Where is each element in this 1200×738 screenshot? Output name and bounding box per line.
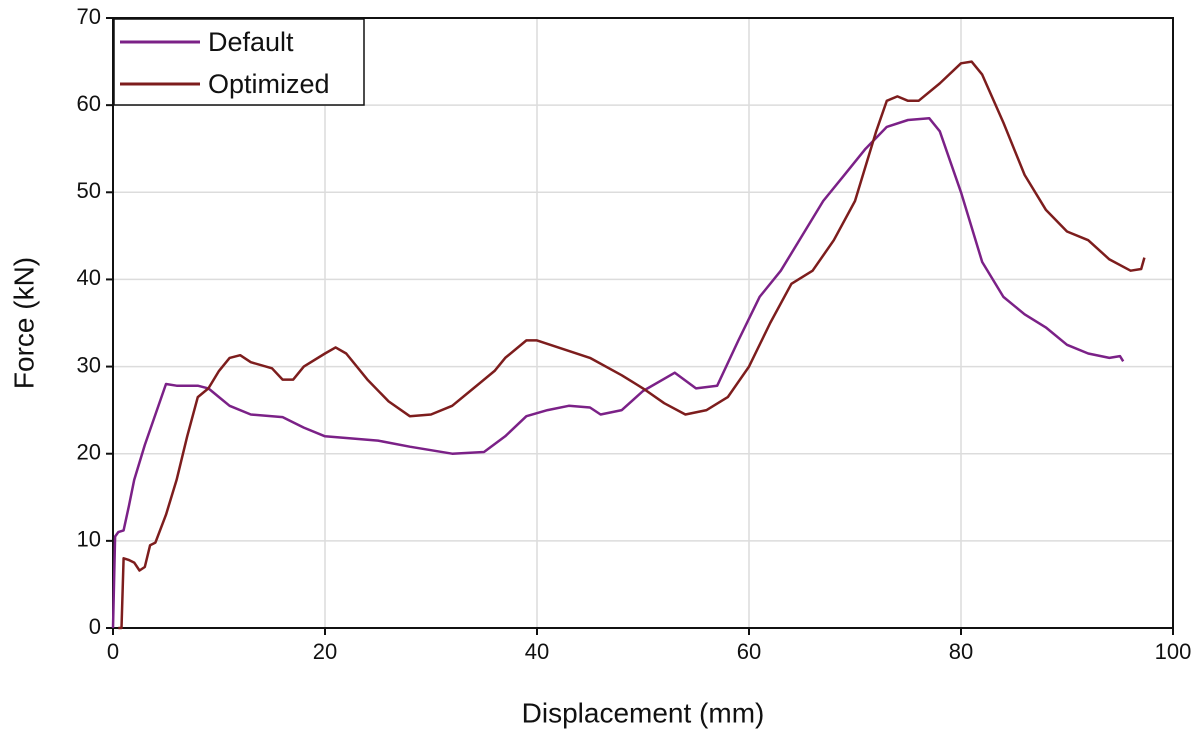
y-tick-label: 50: [77, 178, 101, 203]
y-tick-label: 70: [77, 4, 101, 29]
legend-box: [113, 18, 365, 106]
legend-text: Default: [208, 27, 294, 57]
y-axis-title: Force (kN): [8, 257, 39, 389]
x-tick-label: 100: [1155, 639, 1192, 664]
y-tick-label: 20: [77, 440, 101, 465]
y-tick-label: 40: [77, 265, 101, 290]
y-tick-label: 10: [77, 527, 101, 552]
x-tick-label: 60: [737, 639, 761, 664]
x-tick-label: 80: [949, 639, 973, 664]
x-axis-title: Displacement (mm): [522, 697, 765, 728]
y-tick-label: 0: [89, 614, 101, 639]
plot-frame: [112, 17, 1174, 629]
data-line: [118, 60, 1146, 630]
y-tick-label: 30: [77, 352, 101, 377]
x-tick-label: 0: [107, 639, 119, 664]
x-tick-label: 40: [525, 639, 549, 664]
y-tick-label: 60: [77, 91, 101, 116]
data-line: [111, 116, 1125, 629]
x-tick-label: 20: [313, 639, 337, 664]
legend-text: Optimized: [208, 69, 330, 99]
